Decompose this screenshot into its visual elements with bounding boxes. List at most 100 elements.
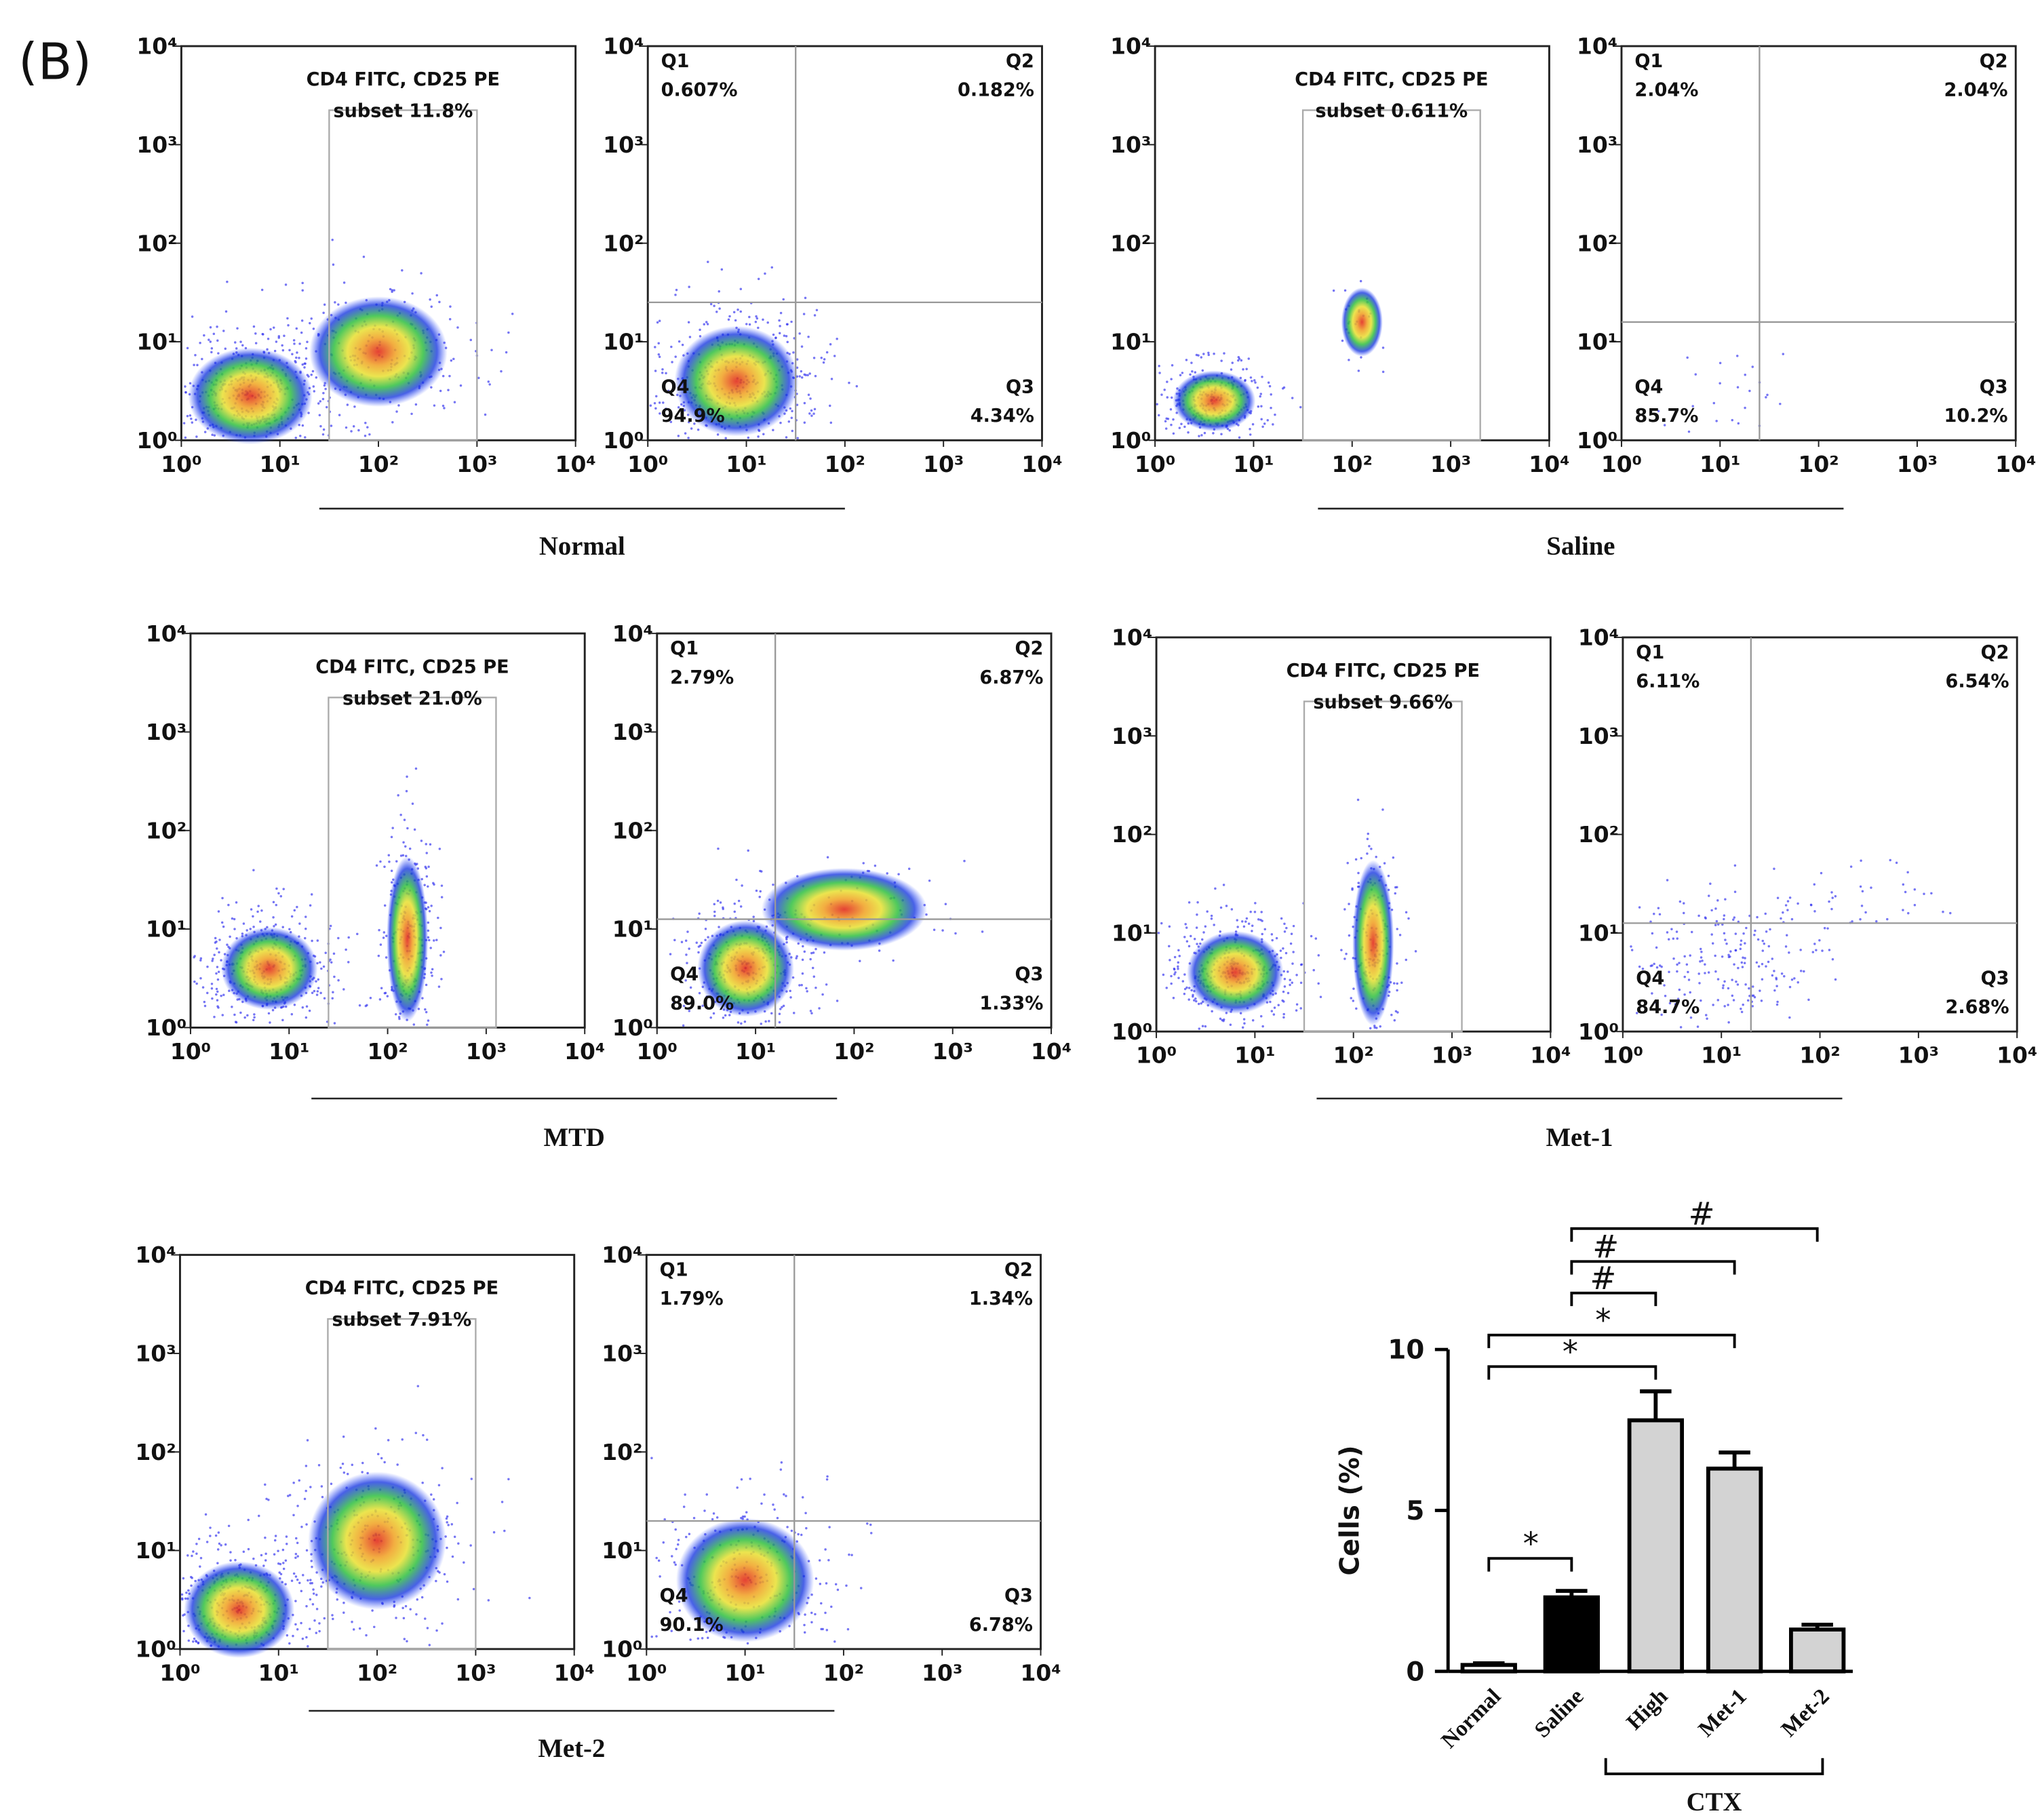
event-dot xyxy=(361,1461,364,1465)
group-bracket xyxy=(1604,1758,1824,1775)
event-dot xyxy=(394,1013,397,1016)
y-tick-label: 10⁰ xyxy=(602,1636,642,1663)
event-dot xyxy=(1263,928,1267,931)
event-dot xyxy=(321,397,325,401)
event-dot xyxy=(194,353,197,357)
event-dot xyxy=(269,328,272,331)
event-dot xyxy=(281,1018,284,1022)
event-dot xyxy=(1162,973,1165,976)
event-dot xyxy=(469,1544,472,1547)
quadrant-name: Q2 xyxy=(1006,51,1034,72)
event-dot xyxy=(296,1628,299,1631)
event-dot xyxy=(371,1609,374,1612)
event-dot xyxy=(805,1526,808,1530)
event-dot xyxy=(749,1478,751,1480)
event-dot xyxy=(391,290,393,293)
event-dot xyxy=(307,375,310,378)
event-dot xyxy=(696,429,700,431)
event-dot xyxy=(1826,927,1829,930)
event-dot xyxy=(277,892,280,895)
event-dot xyxy=(684,1493,686,1496)
event-dot xyxy=(1280,917,1283,920)
event-dot xyxy=(439,926,442,930)
event-dot xyxy=(1168,945,1171,948)
event-dot xyxy=(364,421,367,424)
event-dot xyxy=(451,1555,454,1558)
event-dot xyxy=(1699,947,1702,951)
event-dot xyxy=(399,814,402,816)
event-dot xyxy=(1676,963,1678,966)
y-tick-label: 10² xyxy=(602,1439,642,1465)
event-dot xyxy=(316,939,319,942)
event-dot xyxy=(218,951,220,954)
event-dot xyxy=(446,1546,448,1549)
event-dot xyxy=(387,854,391,857)
significance-bracket xyxy=(1570,1227,1819,1242)
event-dot xyxy=(296,351,298,354)
event-dot xyxy=(800,345,804,348)
event-dot xyxy=(739,905,743,908)
density-core xyxy=(1187,931,1284,1014)
event-dot xyxy=(1790,978,1794,981)
event-dot xyxy=(1181,372,1184,374)
event-dot xyxy=(823,951,826,954)
event-dot xyxy=(528,1596,531,1600)
event-dot xyxy=(1202,931,1205,934)
event-dot xyxy=(222,925,225,928)
event-dot xyxy=(1270,406,1272,410)
event-dot xyxy=(1360,856,1362,860)
event-dot xyxy=(735,878,738,882)
event-dot xyxy=(670,1629,673,1633)
event-dot xyxy=(830,1605,833,1608)
event-dot xyxy=(1660,1013,1663,1016)
quadrant-value: 6.11% xyxy=(1636,671,1700,692)
event-dot xyxy=(1831,896,1834,899)
event-dot xyxy=(216,947,218,950)
y-tick-label: 10⁴ xyxy=(1577,33,1617,60)
event-dot xyxy=(432,1498,435,1501)
event-dot xyxy=(800,376,804,379)
event-dot xyxy=(1930,892,1933,895)
event-dot xyxy=(226,280,229,283)
event-dot xyxy=(819,1583,822,1585)
event-dot xyxy=(796,403,799,406)
event-dot xyxy=(740,1022,743,1025)
event-dot xyxy=(656,321,659,324)
event-dot xyxy=(809,397,812,400)
event-dot xyxy=(1694,373,1697,376)
event-dot xyxy=(413,828,416,831)
y-tick-label: 10³ xyxy=(1578,723,1619,749)
event-dot xyxy=(825,983,828,986)
event-dot xyxy=(1394,892,1397,895)
event-dot xyxy=(1260,418,1263,421)
event-dot xyxy=(1699,960,1702,963)
event-dot xyxy=(332,991,334,993)
event-dot xyxy=(216,966,219,968)
event-dot xyxy=(671,361,673,363)
event-dot xyxy=(697,951,700,954)
event-dot xyxy=(1242,368,1244,371)
y-tick-label: 10³ xyxy=(602,1341,642,1367)
event-dot xyxy=(1875,919,1878,923)
event-dot xyxy=(825,1478,829,1481)
y-tick-label: 10¹ xyxy=(1578,920,1619,947)
event-dot xyxy=(224,310,228,313)
event-dot xyxy=(800,983,803,987)
significance-bracket xyxy=(1487,1365,1657,1380)
event-dot xyxy=(790,416,793,420)
event-dot xyxy=(301,363,304,366)
event-dot xyxy=(352,1628,355,1631)
quadrant-value: 0.607% xyxy=(661,80,738,101)
event-dot xyxy=(193,981,196,983)
event-dot xyxy=(790,1529,793,1532)
event-dot xyxy=(780,1461,783,1464)
event-dot xyxy=(755,315,758,318)
event-dot xyxy=(657,353,661,356)
event-dot xyxy=(319,424,322,428)
event-dot xyxy=(791,410,793,412)
event-dot xyxy=(1160,922,1163,925)
event-dot xyxy=(217,970,220,974)
event-dot xyxy=(724,437,727,439)
event-dot xyxy=(203,431,207,433)
